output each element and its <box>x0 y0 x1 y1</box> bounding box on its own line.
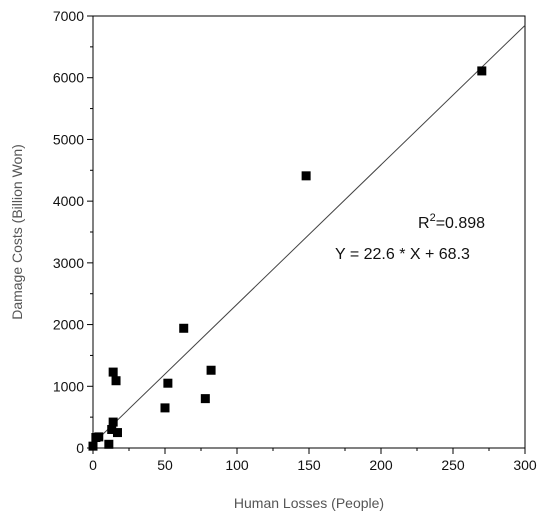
x-tick-label: 100 <box>225 457 249 473</box>
x-axis-tick-labels: 0 50 100 150 200 250 300 <box>89 457 537 473</box>
r-squared-value: =0.898 <box>436 215 485 232</box>
y-tick-label: 6000 <box>53 70 84 86</box>
data-point <box>200 394 210 404</box>
data-point <box>108 417 118 427</box>
r-squared-prefix: R <box>418 215 430 232</box>
y-tick-label: 7000 <box>53 8 84 24</box>
x-tick-label: 300 <box>513 457 537 473</box>
y-axis-ticks <box>87 15 93 449</box>
x-tick-label: 150 <box>297 457 321 473</box>
data-point <box>107 424 117 434</box>
data-point <box>206 365 216 375</box>
r-squared-superscript: 2 <box>430 212 436 224</box>
plot-frame <box>92 15 526 449</box>
y-axis-label: Damage Costs (Billion Won) <box>9 144 25 320</box>
data-point <box>112 428 122 438</box>
y-tick-label: 5000 <box>53 131 84 147</box>
x-tick-label: 50 <box>157 457 173 473</box>
x-tick-label: 0 <box>89 457 97 473</box>
equation-annotation: Y = 22.6 * X + 68.3 <box>335 246 470 263</box>
data-point <box>301 171 311 181</box>
y-axis-tick-labels: 0 1000 2000 3000 4000 5000 6000 7000 <box>53 8 84 456</box>
regression-line <box>92 25 526 445</box>
data-point <box>477 66 487 76</box>
y-tick-label: 3000 <box>53 255 84 271</box>
data-point <box>104 439 114 449</box>
data-points <box>88 66 487 451</box>
data-point <box>94 432 104 442</box>
y-tick-label: 2000 <box>53 317 84 333</box>
data-point <box>179 323 189 333</box>
y-tick-label: 1000 <box>53 378 84 394</box>
y-tick-label: 4000 <box>53 193 84 209</box>
x-axis-label: Human Losses (People) <box>234 495 384 511</box>
data-point <box>160 403 170 413</box>
x-tick-label: 250 <box>441 457 465 473</box>
data-point <box>108 367 118 377</box>
x-tick-label: 200 <box>369 457 393 473</box>
r-squared-annotation: R2=0.898 <box>418 212 485 232</box>
data-point <box>88 441 98 451</box>
data-point <box>163 378 173 388</box>
data-point <box>111 376 121 386</box>
x-axis-ticks <box>92 448 526 454</box>
y-tick-label: 0 <box>76 440 84 456</box>
